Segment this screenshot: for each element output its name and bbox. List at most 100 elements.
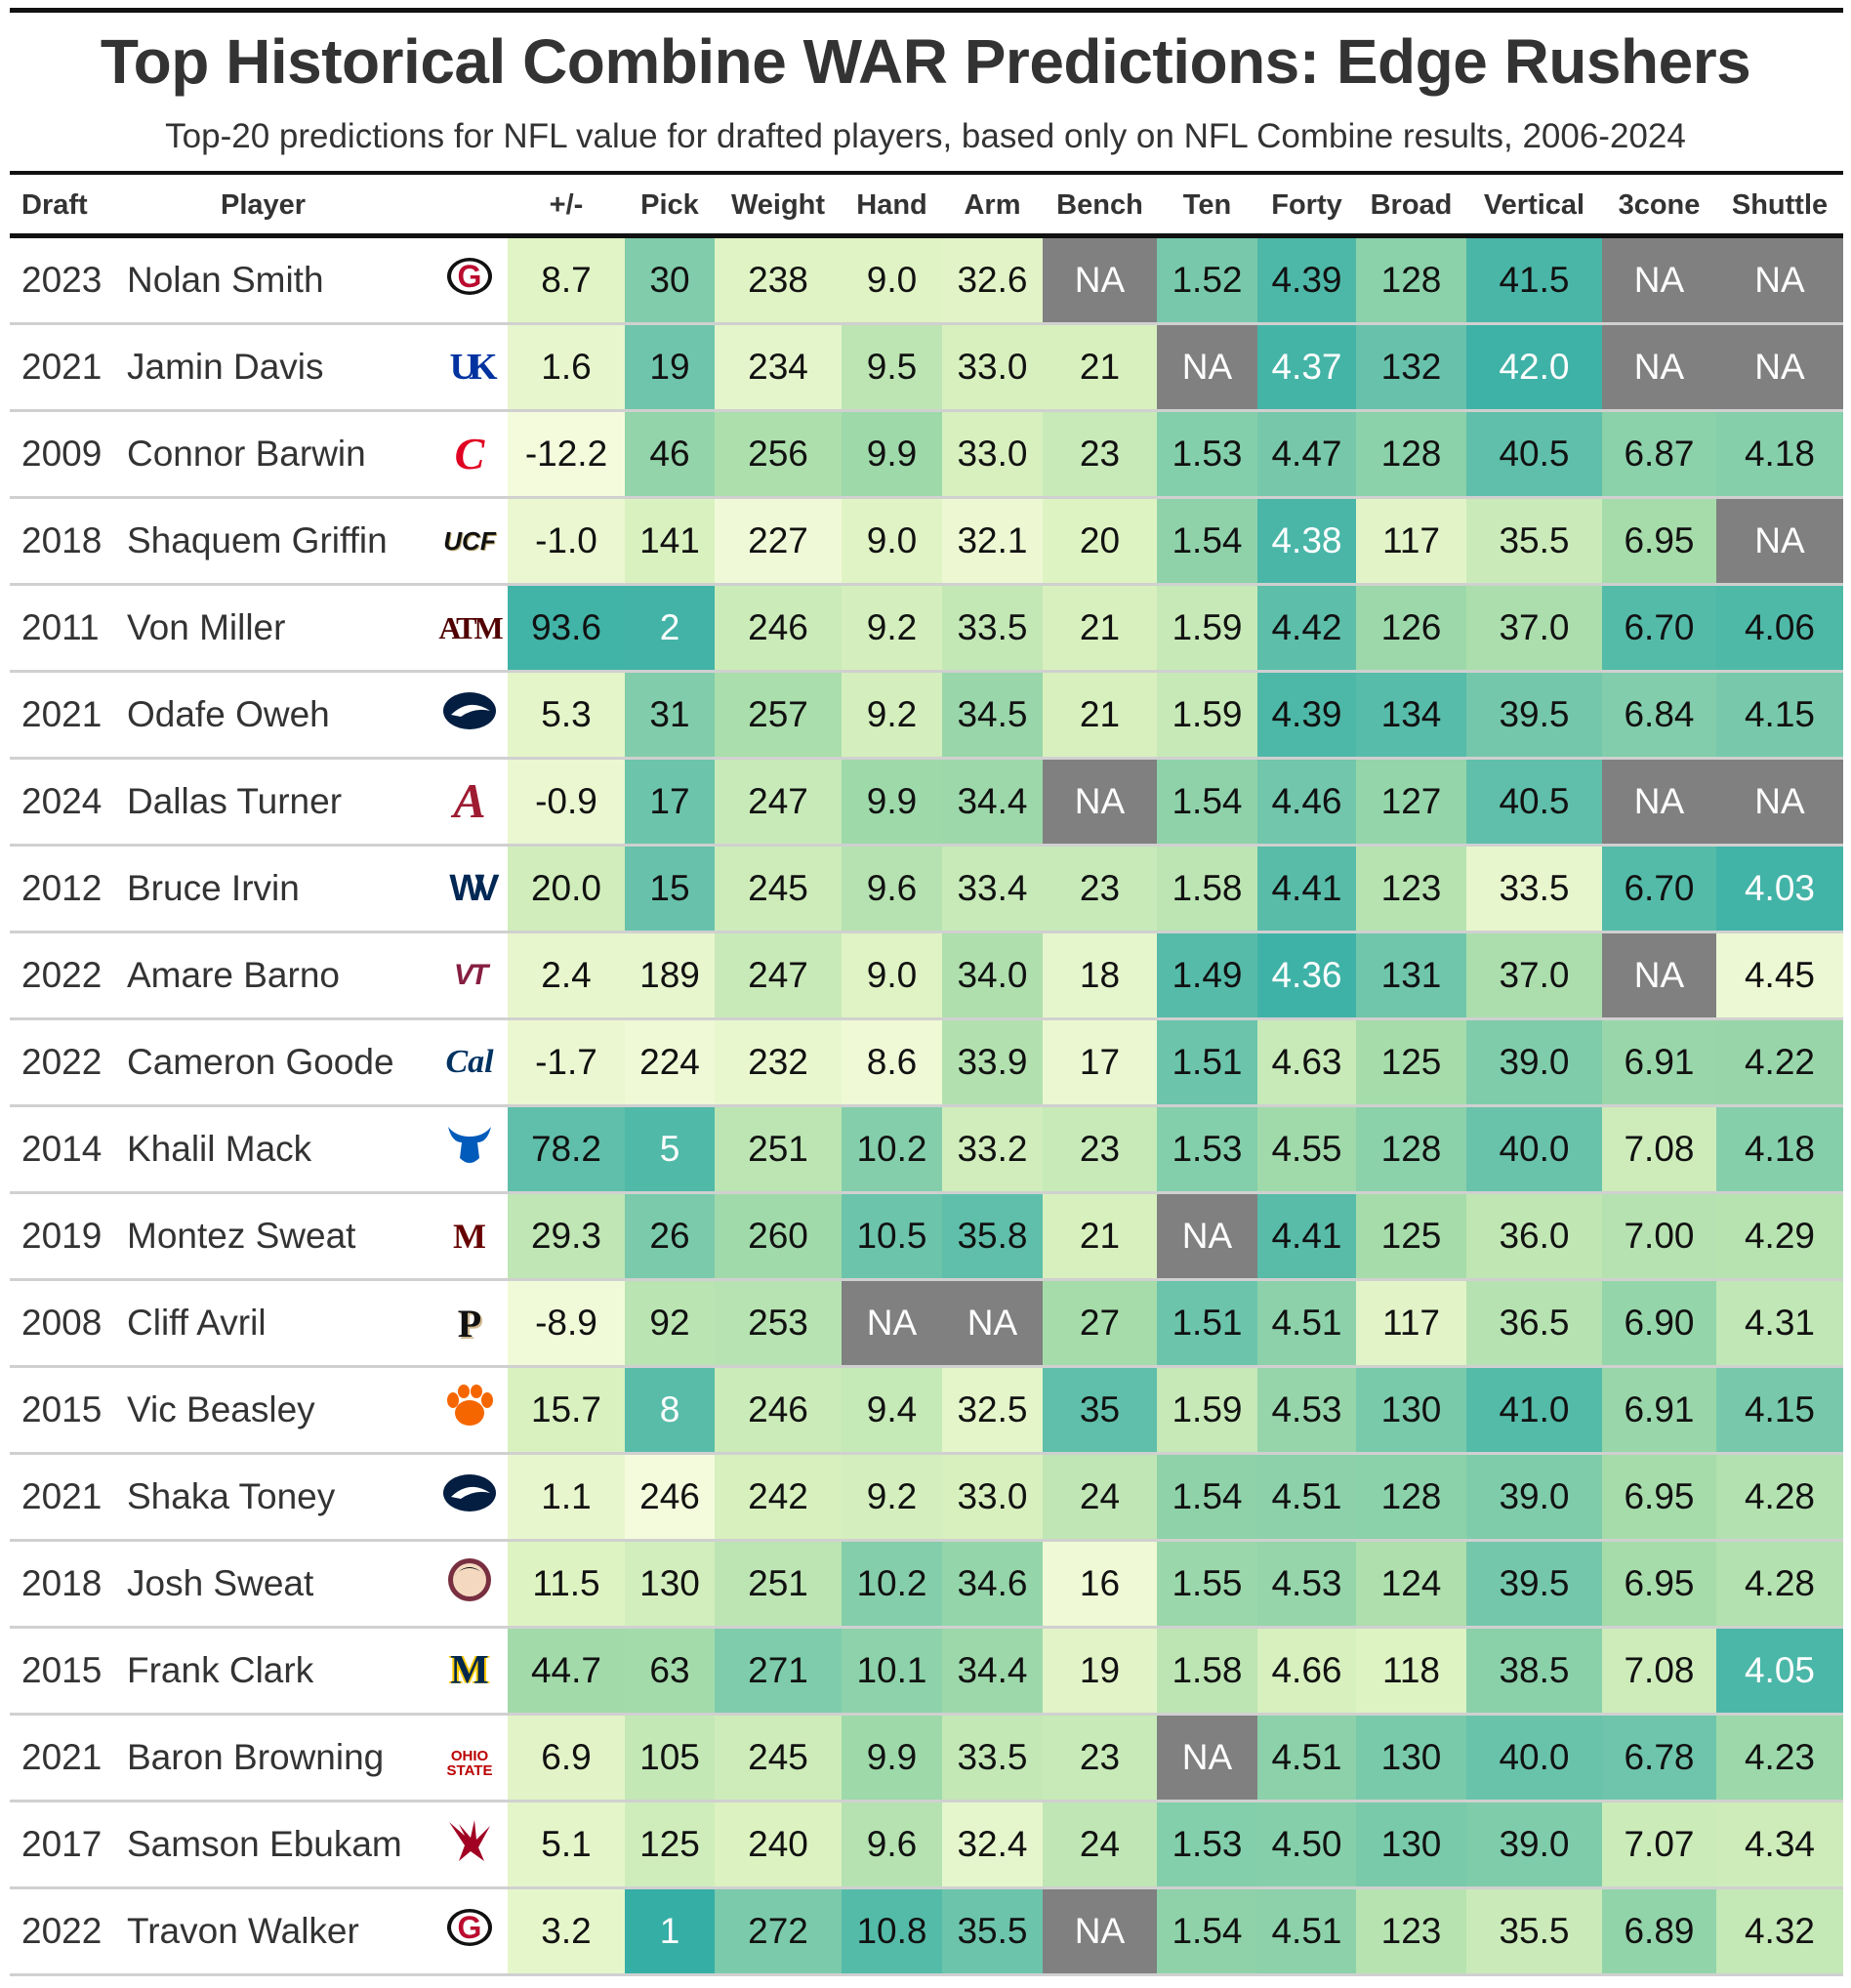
player-name-cell: Nolan Smith <box>127 235 432 325</box>
player-name-cell: Cameron Goode <box>127 1018 432 1107</box>
stat-cell-cone: NA <box>1602 235 1716 325</box>
stat-cell-broad: 125 <box>1356 1018 1466 1107</box>
stat-cell-cone: 6.95 <box>1602 1453 1716 1542</box>
stat-cell-broad: 128 <box>1356 235 1466 325</box>
stat-cell-weight: 246 <box>715 584 842 673</box>
stat-cell-ten: 1.59 <box>1157 1366 1257 1455</box>
column-header-3cone: 3cone <box>1602 178 1716 238</box>
stat-cell-vertical: 42.0 <box>1466 323 1602 412</box>
stat-cell-forty: 4.51 <box>1257 1279 1356 1368</box>
column-header-forty: Forty <box>1257 178 1356 238</box>
table-row: 2024 Dallas Turner A -0.9 17 247 9.9 34.4 NA 1.54… <box>10 758 1843 847</box>
stat-cell-ten: 1.58 <box>1157 1627 1257 1716</box>
table-row: 2022 Travon Walker G 3.2 1 272 10.8 35.5 NA 1.54 4… <box>10 1887 1843 1976</box>
column-header-weight: Weight <box>715 178 842 238</box>
player-name-cell: Baron Browning <box>127 1714 432 1802</box>
player-name-cell: Frank Clark <box>127 1627 432 1716</box>
stat-cell-broad: 128 <box>1356 410 1466 499</box>
stat-cell-weight: 238 <box>715 235 842 325</box>
stat-cell-ten: NA <box>1157 1192 1257 1281</box>
stat-cell-ten: NA <box>1157 323 1257 412</box>
table-row: 2009 Connor Barwin C -12.2 46 256 9.9 33.0 23 1.5… <box>10 410 1843 499</box>
stat-cell-pm: 6.9 <box>508 1714 625 1802</box>
stat-cell-pick: 224 <box>625 1018 715 1107</box>
stat-cell-arm: 35.5 <box>942 1887 1043 1976</box>
column-header-vertical: Vertical <box>1466 178 1602 238</box>
stat-cell-arm: 33.9 <box>942 1018 1043 1107</box>
table-row: 2022 Amare Barno VT 2.4 189 247 9.0 34.0 18 1.49 4… <box>10 932 1843 1020</box>
stat-cell-pm: 20.0 <box>508 845 625 933</box>
stat-cell-arm: 32.5 <box>942 1366 1043 1455</box>
stat-cell-ten: 1.51 <box>1157 1279 1257 1368</box>
stat-cell-bench: 23 <box>1043 1714 1157 1802</box>
stat-cell-vertical: 40.5 <box>1466 758 1602 847</box>
stat-cell-forty: 4.37 <box>1257 323 1356 412</box>
stat-cell-shuttle: 4.15 <box>1716 1366 1843 1455</box>
stat-cell-bench: 24 <box>1043 1801 1157 1889</box>
stat-cell-bench: 21 <box>1043 584 1157 673</box>
stat-cell-ten: 1.55 <box>1157 1540 1257 1629</box>
stat-cell-shuttle: 4.18 <box>1716 410 1843 499</box>
stat-cell-forty: 4.41 <box>1257 1192 1356 1281</box>
school-logo-penn-state-icon <box>432 1453 508 1542</box>
stat-cell-vertical: 33.5 <box>1466 845 1602 933</box>
stat-cell-pm: 29.3 <box>508 1192 625 1281</box>
stat-cell-hand: 9.9 <box>842 758 942 847</box>
stat-cell-pick: 105 <box>625 1714 715 1802</box>
stat-cell-pm: -0.9 <box>508 758 625 847</box>
stat-cell-weight: 242 <box>715 1453 842 1542</box>
stat-cell-vertical: 39.5 <box>1466 671 1602 760</box>
stat-cell-forty: 4.51 <box>1257 1453 1356 1542</box>
stat-cell-arm: 34.4 <box>942 1627 1043 1716</box>
stat-cell-broad: 130 <box>1356 1801 1466 1889</box>
stat-cell-arm: 33.5 <box>942 584 1043 673</box>
stat-cell-vertical: 35.5 <box>1466 497 1602 586</box>
stat-cell-arm: NA <box>942 1279 1043 1368</box>
column-header--: +/- <box>508 178 625 238</box>
stat-cell-broad: 128 <box>1356 1453 1466 1542</box>
player-name-cell: Jamin Davis <box>127 323 432 412</box>
stat-cell-hand: 9.0 <box>842 932 942 1020</box>
player-name-cell: Vic Beasley <box>127 1366 432 1455</box>
stat-cell-bench: 27 <box>1043 1279 1157 1368</box>
school-logo-eastern-washington-icon <box>432 1801 508 1889</box>
draft-year-cell: 2014 <box>10 1105 127 1194</box>
stat-cell-bench: 35 <box>1043 1366 1157 1455</box>
stat-cell-pick: 19 <box>625 323 715 412</box>
stat-cell-weight: 251 <box>715 1540 842 1629</box>
stat-cell-vertical: 40.0 <box>1466 1105 1602 1194</box>
stat-cell-cone: 6.70 <box>1602 584 1716 673</box>
stat-cell-pm: 3.2 <box>508 1887 625 1976</box>
stat-cell-broad: 117 <box>1356 1279 1466 1368</box>
stat-cell-pm: 2.4 <box>508 932 625 1020</box>
stat-cell-pm: 5.1 <box>508 1801 625 1889</box>
stat-cell-pm: 93.6 <box>508 584 625 673</box>
stat-cell-arm: 32.1 <box>942 497 1043 586</box>
stat-cell-vertical: 41.0 <box>1466 1366 1602 1455</box>
player-name-cell: Odafe Oweh <box>127 671 432 760</box>
stat-cell-ten: 1.51 <box>1157 1018 1257 1107</box>
stat-cell-cone: 7.08 <box>1602 1105 1716 1194</box>
column-header-logo <box>432 178 508 238</box>
stat-cell-bench: NA <box>1043 758 1157 847</box>
stat-cell-bench: 17 <box>1043 1018 1157 1107</box>
player-name-cell: Cliff Avril <box>127 1279 432 1368</box>
stat-cell-pick: 8 <box>625 1366 715 1455</box>
stat-cell-forty: 4.41 <box>1257 845 1356 933</box>
stat-cell-forty: 4.46 <box>1257 758 1356 847</box>
stat-cell-weight: 247 <box>715 932 842 1020</box>
stat-cell-bench: 23 <box>1043 1105 1157 1194</box>
stat-cell-broad: 124 <box>1356 1540 1466 1629</box>
stat-cell-hand: 10.2 <box>842 1105 942 1194</box>
school-logo-georgia-icon: G <box>432 1887 508 1976</box>
school-logo-georgia-icon: G <box>432 235 508 325</box>
stat-cell-pick: 30 <box>625 235 715 325</box>
stat-cell-weight: 260 <box>715 1192 842 1281</box>
stat-cell-hand: 10.5 <box>842 1192 942 1281</box>
stat-cell-pm: -8.9 <box>508 1279 625 1368</box>
stat-cell-vertical: 36.0 <box>1466 1192 1602 1281</box>
stat-cell-forty: 4.66 <box>1257 1627 1356 1716</box>
stat-cell-forty: 4.38 <box>1257 497 1356 586</box>
stat-cell-ten: 1.52 <box>1157 235 1257 325</box>
table-row: 2021 Jamin Davis UK 1.6 19 234 9.5 33.0 21 NA 4.37… <box>10 323 1843 412</box>
